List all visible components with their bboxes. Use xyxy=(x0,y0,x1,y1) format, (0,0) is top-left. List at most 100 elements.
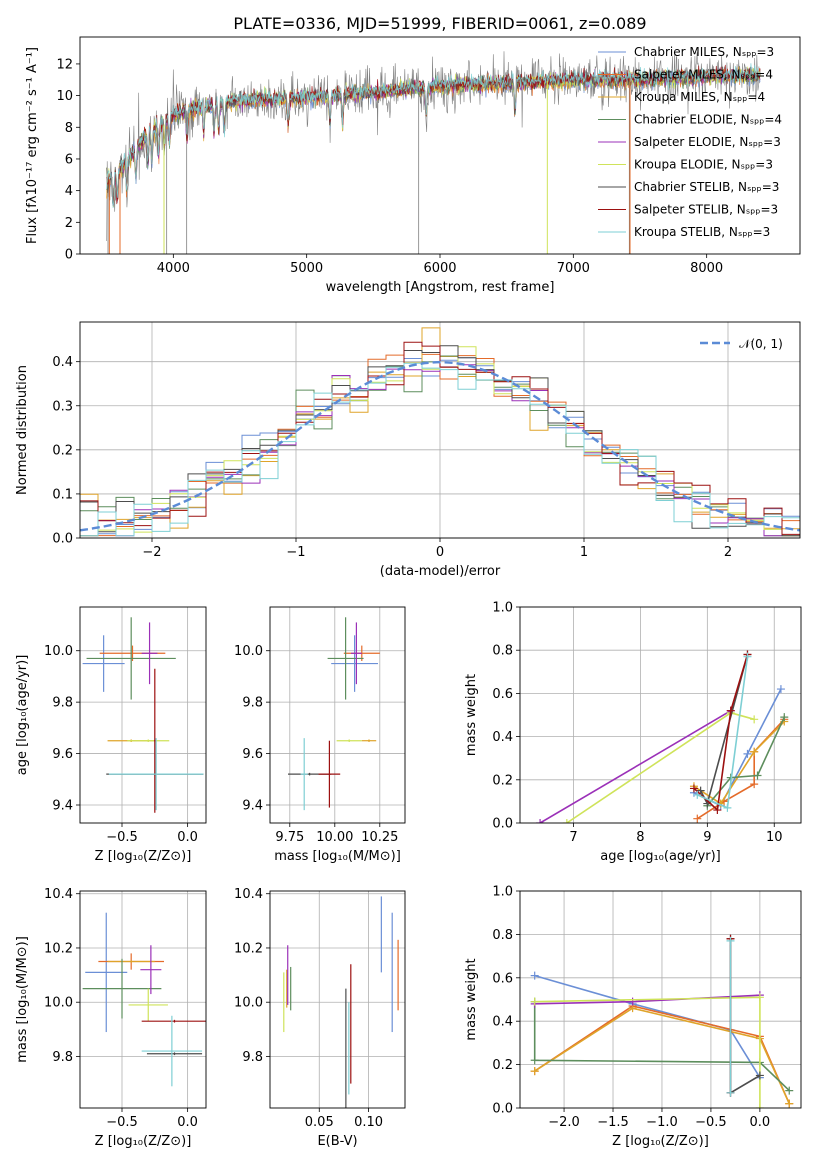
spectrum-model-7 xyxy=(106,64,761,205)
axes-frame xyxy=(79,606,207,824)
x-tick-label: 10 xyxy=(766,830,783,845)
weight-marker xyxy=(530,971,539,980)
y-tick-label: 0.3 xyxy=(52,399,73,414)
weight-marker xyxy=(530,1056,539,1065)
errorbar-point xyxy=(141,1015,203,1087)
axes-frame xyxy=(519,890,802,1109)
legend-entry: Kroupa STELIB, Nₛₚₚ=3 xyxy=(634,225,770,239)
errorbar-point xyxy=(331,635,378,692)
histogram-8 xyxy=(80,362,800,537)
y-tick-label: 10.4 xyxy=(234,887,263,902)
chart-title: PLATE=0336, MJD=51999, FIBERID=0061, z=0… xyxy=(233,14,646,33)
plot-area xyxy=(106,51,761,254)
x-axis-label: Z [log₁₀(Z/Z⊙)] xyxy=(95,849,192,864)
legend-entry: 𝒩(0, 1) xyxy=(739,337,783,351)
weight-series-2 xyxy=(534,1007,791,1105)
y-tick-label: 10.0 xyxy=(234,996,263,1011)
panel-mass-weight-vs-age: 7 8 9 10 0.0 0.2 0.4 0.6 0.8 1.0 age [log₁₀(age/yr… xyxy=(464,601,802,864)
errorbar-point xyxy=(107,960,155,963)
y-tick-label: 9.8 xyxy=(52,696,73,711)
legend-entry: Salpeter ELODIE, Nₛₚₚ=3 xyxy=(634,135,781,149)
x-tick-label: 9.75 xyxy=(275,830,304,845)
x-axis-label: mass [log₁₀(M/M⊙)] xyxy=(274,849,401,864)
x-axis-label: wavelength [Angstrom, rest frame] xyxy=(326,280,555,295)
y-tick-label: 6 xyxy=(65,152,73,167)
errorbar-point xyxy=(85,912,128,1033)
y-tick-label: 0.2 xyxy=(492,1058,513,1073)
y-tick-label: 9.6 xyxy=(242,747,263,762)
x-tick-label: 10.00 xyxy=(316,830,353,845)
x-axis-label: E(B-V) xyxy=(317,1134,357,1149)
errorbar-point xyxy=(141,622,158,685)
weight-marker xyxy=(693,814,702,823)
x-axis-label: Z [log₁₀(Z/Z⊙)] xyxy=(612,1134,709,1149)
weight-marker xyxy=(785,1086,794,1095)
legend-entry: Chabrier STELIB, Nₛₚₚ=3 xyxy=(634,180,779,194)
errorbar-point xyxy=(82,635,125,692)
weight-series-4 xyxy=(539,710,732,823)
x-tick-label: −2 xyxy=(142,545,161,560)
y-tick-label: 10 xyxy=(56,89,73,104)
errorbar-point xyxy=(146,1052,203,1056)
plot-area xyxy=(288,617,380,811)
normal-curve xyxy=(80,360,800,532)
x-tick-label: 6000 xyxy=(423,261,456,276)
y-axis-label: Normed distribution xyxy=(15,365,30,495)
panel-age-vs-mass: 9.75 10.00 10.25 9.4 9.6 9.8 10.0 mass [log₁₀(M… xyxy=(234,606,406,864)
y-axis-label: mass [log₁₀(M/M⊙)] xyxy=(15,936,30,1063)
x-tick-label: −2.0 xyxy=(548,1115,580,1130)
panel-mass-weight-vs-Z: −2.0 −1.5 −1.0 −0.5 0.0 0.0 0.2 0.4 0.6 0.8 1.0 Z [… xyxy=(464,885,802,1149)
weight-marker xyxy=(723,803,732,812)
panel-spectrum: 4000 5000 6000 7000 8000 0 2 4 6 8 10 12 wavelength … xyxy=(25,14,801,295)
weight-marker xyxy=(743,749,752,758)
weight-marker xyxy=(696,786,705,795)
plot-area xyxy=(82,912,206,1087)
errorbar-point xyxy=(300,738,308,811)
y-tick-label: 0.1 xyxy=(52,487,73,502)
y-tick-label: 0.6 xyxy=(492,687,513,702)
histogram-7 xyxy=(80,341,800,535)
x-tick-label: 5000 xyxy=(290,261,323,276)
x-tick-label: 0.0 xyxy=(177,1115,198,1130)
weight-marker xyxy=(750,747,759,756)
y-tick-label: 9.4 xyxy=(242,799,263,814)
panel-mass-vs-Z: −0.5 0.0 9.8 10.0 10.2 10.4 Z [log₁₀(Z/Z⊙)] mas… xyxy=(15,887,207,1149)
x-tick-label: 0.10 xyxy=(354,1115,383,1130)
x-tick-label: 8000 xyxy=(690,261,723,276)
weight-marker xyxy=(750,780,759,789)
y-tick-label: 12 xyxy=(56,57,73,72)
weight-marker xyxy=(755,1104,764,1108)
y-tick-label: 9.4 xyxy=(52,799,73,814)
y-tick-label: 10.0 xyxy=(234,644,263,659)
x-axis-label: Z [log₁₀(Z/Z⊙)] xyxy=(95,1134,192,1149)
y-tick-label: 10.4 xyxy=(44,887,73,902)
axes-frame xyxy=(79,890,207,1109)
spectrum-model-8 xyxy=(106,63,761,209)
y-tick-label: 1.0 xyxy=(492,885,513,900)
x-axis-label: (data-model)/error xyxy=(380,564,501,579)
errorbar-point xyxy=(318,740,341,808)
y-axis-label: Flux [fλ10⁻¹⁷ erg cm⁻² s⁻¹ A⁻¹] xyxy=(25,47,40,244)
weight-series-0 xyxy=(534,974,761,1079)
weight-marker xyxy=(780,713,789,722)
panel-mass-vs-EBV: 0.05 0.10 9.8 10.0 10.2 10.4 E(B-V) xyxy=(234,887,406,1149)
y-tick-label: 2 xyxy=(65,216,73,231)
x-tick-label: 7000 xyxy=(557,261,590,276)
x-tick-label: 9 xyxy=(703,830,711,845)
legend: 𝒩(0, 1) xyxy=(700,337,783,351)
y-tick-label: 0.4 xyxy=(492,1015,513,1030)
weight-marker xyxy=(530,1067,539,1076)
errorbar-point xyxy=(351,622,362,685)
plot-area xyxy=(82,617,204,813)
y-axis-label: mass weight xyxy=(464,958,479,1040)
weight-marker xyxy=(726,936,735,945)
errorbar-point xyxy=(327,617,364,700)
y-tick-label: 0.6 xyxy=(492,971,513,986)
errorbar-point xyxy=(82,958,162,1019)
x-tick-label: 0.0 xyxy=(177,830,198,845)
y-tick-label: 0.2 xyxy=(52,443,73,458)
y-tick-label: 0.4 xyxy=(52,355,73,370)
errorbar-point xyxy=(128,988,168,1022)
weight-marker xyxy=(726,706,735,715)
